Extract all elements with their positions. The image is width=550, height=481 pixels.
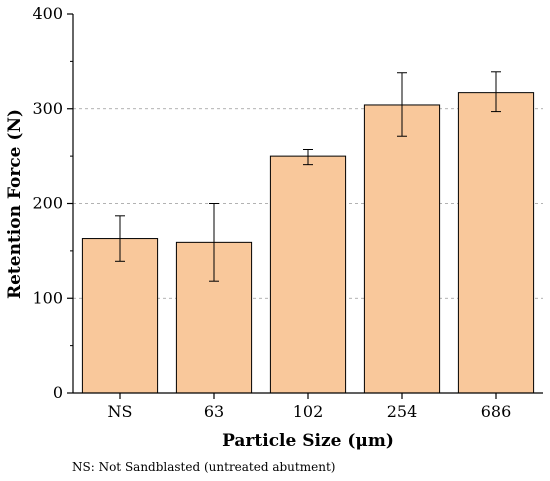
y-tick-label-100: 100 bbox=[32, 288, 63, 307]
bar-102 bbox=[269, 155, 347, 394]
error-bar-102 bbox=[303, 148, 313, 166]
error-bar-NS bbox=[115, 215, 125, 262]
y-tick-label-200: 200 bbox=[32, 194, 63, 213]
bar-254 bbox=[363, 104, 441, 394]
y-tick-label-400: 400 bbox=[32, 4, 63, 23]
bars-group bbox=[81, 92, 535, 394]
footnote: NS: Not Sandblasted (untreated abutment) bbox=[72, 460, 335, 474]
x-tick-label-686: 686 bbox=[481, 402, 512, 421]
x-tick-label-NS: NS bbox=[108, 402, 133, 421]
y-tick-label-300: 300 bbox=[32, 99, 63, 118]
x-tick-labels: NS 63 102 254 686 bbox=[108, 402, 512, 421]
axes-group bbox=[67, 13, 543, 399]
x-axis-title: Particle Size (μm) bbox=[222, 431, 394, 451]
bar-686 bbox=[457, 92, 535, 394]
error-bars-group bbox=[115, 71, 501, 282]
error-bar-686 bbox=[491, 71, 501, 113]
error-bar-254 bbox=[397, 72, 407, 137]
y-axis-title: Retention Force (N) bbox=[5, 109, 25, 299]
x-tick-label-63: 63 bbox=[204, 402, 224, 421]
x-tick-label-102: 102 bbox=[293, 402, 324, 421]
bar-NS bbox=[81, 238, 159, 394]
x-tick-label-254: 254 bbox=[387, 402, 418, 421]
error-bar-63 bbox=[209, 203, 219, 282]
y-tick-label-0: 0 bbox=[53, 383, 63, 402]
y-tick-labels: 0 100 200 300 400 bbox=[32, 4, 63, 402]
